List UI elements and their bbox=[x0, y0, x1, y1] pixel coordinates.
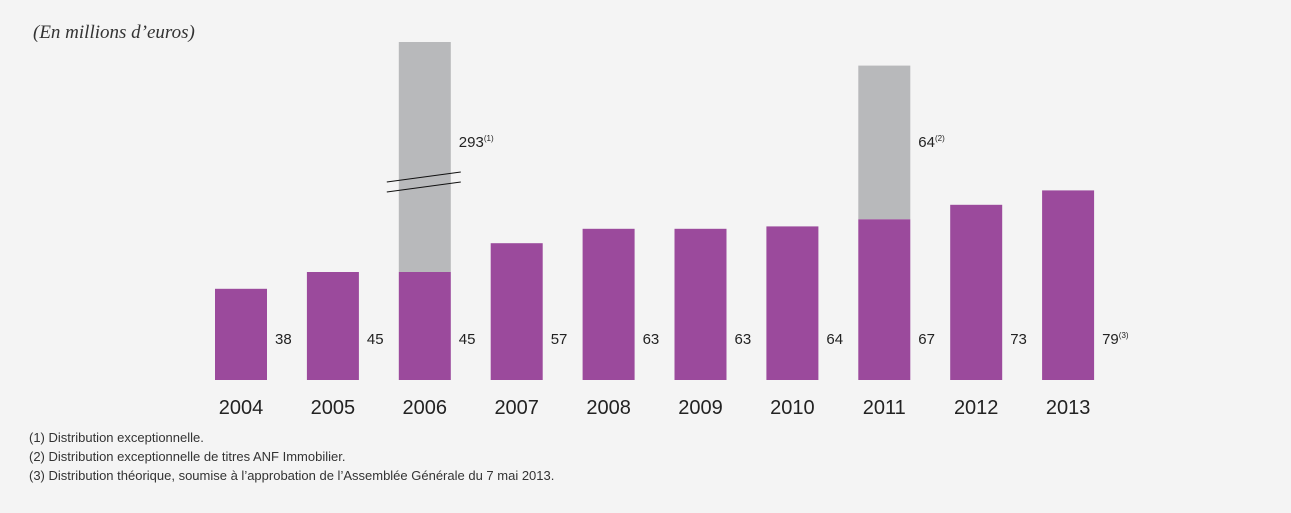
axis-break-line bbox=[386, 171, 461, 183]
bar-exceptional-2011 bbox=[858, 65, 911, 220]
x-tick-label-2007: 2007 bbox=[494, 397, 539, 419]
bar-base-2007 bbox=[490, 243, 543, 380]
value-label-2012: 73 bbox=[1010, 331, 1027, 348]
bar-base-2013 bbox=[1042, 190, 1095, 380]
footnote-1: (1) Distribution exceptionnelle. bbox=[29, 430, 204, 445]
value-label-2013: 79(3) bbox=[1102, 331, 1129, 348]
x-tick-label-2012: 2012 bbox=[954, 397, 999, 419]
footnotes: (1) Distribution exceptionnelle. (2) Dis… bbox=[29, 428, 554, 485]
bar-exceptional-2006 bbox=[398, 42, 451, 272]
value-label-2004: 38 bbox=[275, 331, 292, 348]
x-tick-label-2011: 2011 bbox=[863, 397, 906, 419]
exceptional-label-2006: 293(1) bbox=[459, 134, 494, 151]
exceptional-label-2011: 64(2) bbox=[918, 134, 945, 151]
value-label-2005: 45 bbox=[367, 331, 384, 348]
footnote-3: (3) Distribution théorique, soumise à l’… bbox=[29, 468, 555, 483]
bar-base-2010 bbox=[766, 226, 819, 380]
value-label-2007: 57 bbox=[551, 331, 568, 348]
footnote-2: (2) Distribution exceptionnelle de titre… bbox=[29, 449, 346, 464]
value-label-2011: 67 bbox=[918, 331, 935, 348]
x-tick-label-2013: 2013 bbox=[1046, 397, 1091, 419]
bar-base-2008 bbox=[582, 228, 635, 380]
bar-base-2005 bbox=[306, 272, 359, 380]
unit-label: (En millions d’euros) bbox=[33, 22, 195, 43]
x-tick-label-2004: 2004 bbox=[219, 397, 264, 419]
value-label-2009: 63 bbox=[735, 331, 752, 348]
x-tick-label-2006: 2006 bbox=[403, 397, 448, 419]
axis-break-line bbox=[386, 181, 461, 193]
x-tick-label-2008: 2008 bbox=[586, 397, 631, 419]
x-tick-label-2010: 2010 bbox=[770, 397, 815, 419]
value-label-2008: 63 bbox=[643, 331, 660, 348]
bar-base-2004 bbox=[215, 288, 267, 380]
bar-base-2011 bbox=[858, 219, 911, 380]
bar-base-2012 bbox=[950, 204, 1003, 380]
bar-base-2006 bbox=[398, 272, 451, 380]
x-tick-label-2009: 2009 bbox=[678, 397, 723, 419]
value-label-2010: 64 bbox=[826, 331, 843, 348]
bar-base-2009 bbox=[674, 228, 727, 380]
value-label-2006: 45 bbox=[459, 331, 476, 348]
x-tick-label-2005: 2005 bbox=[311, 397, 356, 419]
